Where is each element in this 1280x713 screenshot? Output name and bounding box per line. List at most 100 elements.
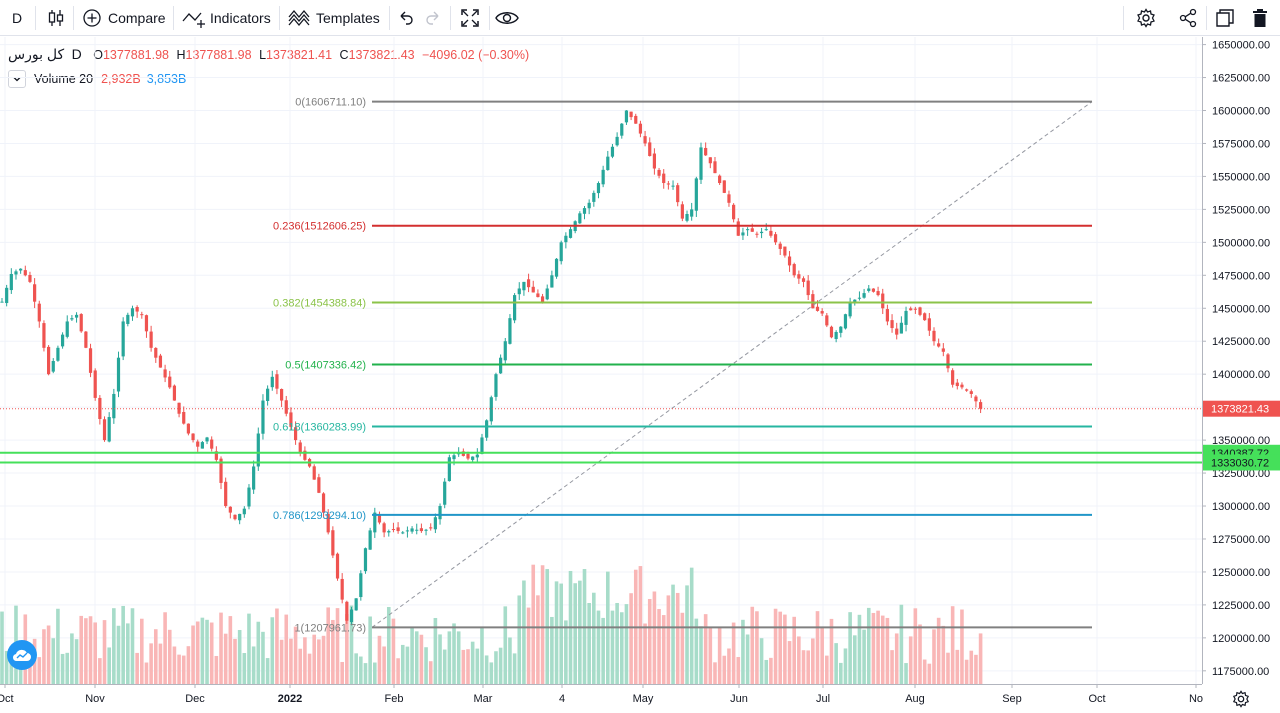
candle-body xyxy=(522,281,526,291)
volume-bar xyxy=(116,625,121,684)
candle-body xyxy=(815,306,820,311)
candle-body xyxy=(154,347,158,358)
candle-body xyxy=(732,204,736,220)
volume-bar xyxy=(214,655,219,684)
chevron-down-icon xyxy=(13,77,21,82)
volume-bar xyxy=(689,567,694,684)
volume-bar xyxy=(797,636,801,684)
volume-bar xyxy=(177,654,181,684)
fib-level-label: 0.786(1293294.10) xyxy=(273,510,366,522)
visibility-button[interactable] xyxy=(495,0,519,36)
interval-button[interactable]: D xyxy=(12,0,22,36)
candle-body xyxy=(247,487,251,507)
volume-bar xyxy=(741,619,745,684)
snapshot-button[interactable] xyxy=(1215,0,1235,36)
candle-body xyxy=(708,157,712,164)
tradingview-logo[interactable] xyxy=(7,640,37,670)
candle-body xyxy=(471,456,475,460)
volume-bar xyxy=(251,646,256,684)
axis-settings-button[interactable] xyxy=(1232,690,1250,713)
candle-body xyxy=(885,309,889,322)
compare-button[interactable]: Compare xyxy=(82,0,166,36)
volume-bar xyxy=(391,618,396,684)
layout-icon xyxy=(1216,9,1234,27)
candle-body xyxy=(284,400,288,414)
fib-level-label: 0(1606711.10) xyxy=(295,97,366,109)
candle-body xyxy=(163,369,167,378)
candle-body xyxy=(909,308,913,311)
volume-bar xyxy=(9,655,14,684)
candle-body xyxy=(424,529,428,531)
candle-body xyxy=(536,293,540,298)
candle-body xyxy=(578,213,582,224)
volume-bar xyxy=(680,612,685,684)
candle-body xyxy=(974,396,978,402)
volume-bar xyxy=(871,612,876,684)
candle-body xyxy=(443,481,447,505)
candle-body xyxy=(130,308,135,317)
volume-bar xyxy=(205,619,209,684)
volume-bar xyxy=(717,627,722,684)
candle-body xyxy=(746,229,750,231)
volume-bar xyxy=(289,638,293,684)
volume-bar xyxy=(727,648,731,684)
time-tick-label: 2022 xyxy=(278,693,302,705)
volume-bar xyxy=(592,592,596,684)
candle-body xyxy=(489,397,493,422)
candle-body xyxy=(28,274,32,282)
time-tick-label: Sep xyxy=(1002,693,1022,705)
candle-body xyxy=(135,307,139,312)
candle-body xyxy=(405,530,410,532)
volume-bar xyxy=(298,648,303,684)
volume-bar xyxy=(209,622,214,684)
candle-body xyxy=(783,246,787,256)
share-button[interactable] xyxy=(1178,0,1198,36)
volume-bar xyxy=(615,602,619,684)
volume-bar xyxy=(293,626,298,684)
candle-body xyxy=(713,161,717,174)
volume-bar xyxy=(70,633,74,684)
volume-bar xyxy=(410,626,414,684)
candle-body xyxy=(177,402,181,414)
volume-bar xyxy=(699,626,703,684)
volume-bar xyxy=(0,611,4,684)
settings-button[interactable] xyxy=(1136,0,1156,36)
candle-body xyxy=(349,609,354,623)
candle-body xyxy=(596,183,601,194)
candle-body xyxy=(899,322,903,334)
candle-body xyxy=(42,323,46,348)
toolbar-divider xyxy=(173,6,174,30)
redo-button[interactable] xyxy=(424,0,442,36)
templates-button[interactable]: Templates xyxy=(288,0,380,36)
volume-bar xyxy=(834,643,838,684)
price-chart[interactable]: 0(1606711.10) 0.236(1512606.25) 0.382(1454… xyxy=(0,37,1280,713)
volume-bar xyxy=(107,647,111,684)
candle-body xyxy=(629,111,633,118)
fullscreen-button[interactable] xyxy=(460,0,480,36)
volume-bar xyxy=(307,653,312,684)
toolbar-divider xyxy=(1123,6,1124,30)
share-icon xyxy=(1179,8,1197,28)
chart-type-button[interactable] xyxy=(46,0,66,36)
volume-bar xyxy=(447,631,452,684)
volume-bar xyxy=(219,612,223,684)
indicators-button[interactable]: Indicators xyxy=(182,0,271,36)
fib-trend-line xyxy=(371,101,1093,628)
candle-body xyxy=(447,457,451,482)
volume-bar xyxy=(857,614,862,684)
undo-button[interactable] xyxy=(397,0,415,36)
volume-bar xyxy=(829,618,834,684)
delete-button[interactable] xyxy=(1251,0,1269,36)
volume-bar xyxy=(247,613,251,684)
collapse-legend-button[interactable] xyxy=(8,70,26,88)
volume-bar xyxy=(261,631,265,684)
candle-body xyxy=(303,450,307,460)
candle-body xyxy=(680,204,684,219)
candle-body xyxy=(676,185,680,203)
candle-body xyxy=(65,321,69,337)
volume-bar xyxy=(885,617,890,684)
candle-body xyxy=(526,279,531,288)
volume-bar xyxy=(731,622,736,684)
low-value: 1373821.41 xyxy=(266,48,333,62)
candle-body xyxy=(904,310,908,325)
